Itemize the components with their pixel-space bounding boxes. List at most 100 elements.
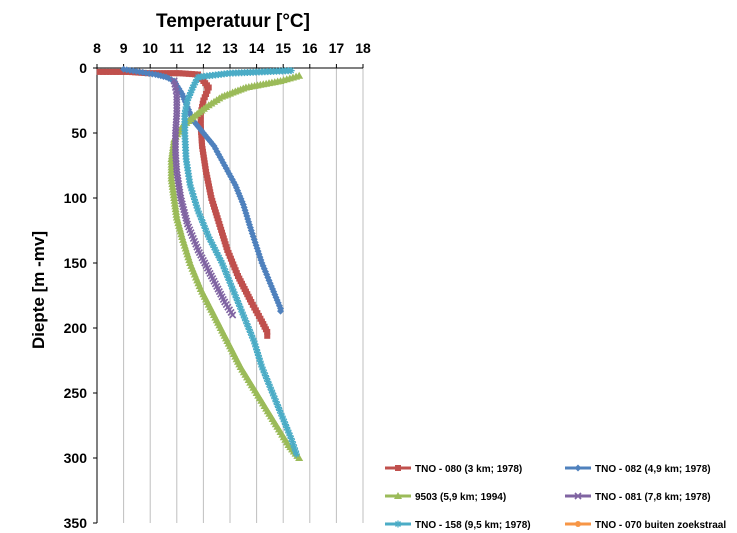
series-4-point-110 — [232, 294, 240, 302]
legend-swatch-marker-5 — [575, 521, 581, 527]
series-4-point-113 — [236, 302, 244, 310]
series-0-point-1 — [99, 68, 106, 75]
series-4-point-138 — [263, 375, 271, 383]
series-4-point-141 — [266, 383, 274, 391]
series-4-point-82 — [198, 216, 206, 224]
series-3-point-24 — [171, 146, 180, 154]
series-4-point-109 — [231, 291, 239, 299]
series-4-point-44 — [181, 106, 189, 114]
legend-swatch-marker-2 — [394, 492, 402, 499]
series-4-point-41 — [183, 97, 191, 104]
series-4-point-98 — [218, 259, 226, 267]
chart-title: Temperatuur [°C] — [156, 11, 310, 32]
series-4-point-100 — [220, 265, 228, 273]
series-0-point-122 — [264, 328, 271, 335]
series-4-point-108 — [230, 288, 238, 296]
series-4-point-161 — [289, 441, 297, 449]
series-2-point-168 — [295, 454, 304, 461]
series-3-point-5 — [173, 93, 181, 101]
series-4-point-157 — [285, 429, 293, 437]
legend-label-2: 9503 (5,9 km; 1994) — [415, 492, 506, 503]
series-4-point-94 — [213, 249, 221, 257]
series-3-point-10 — [173, 107, 181, 115]
series-0-point-40 — [201, 94, 208, 101]
x-tick-label-16: 16 — [302, 40, 318, 56]
series-4-point-38 — [187, 89, 195, 97]
series-0-point-7 — [119, 68, 126, 75]
series-4-point-145 — [271, 395, 279, 403]
series-4-point-129 — [253, 349, 261, 357]
series-3-point-20 — [171, 135, 180, 143]
series-0-point-25 — [176, 70, 183, 77]
series-3-point-7 — [173, 98, 181, 106]
series-4-point-111 — [233, 297, 241, 305]
series-0-point-3 — [106, 68, 113, 75]
series-4-point-150 — [277, 409, 285, 417]
series-4-point-43 — [182, 103, 190, 111]
y-tick-label-250: 250 — [64, 385, 88, 401]
series-4-point-78 — [193, 204, 201, 212]
series-4-point-156 — [284, 426, 292, 434]
series-3-point-8 — [173, 101, 181, 109]
series-3-point-4 — [173, 90, 181, 98]
series-3-point-19 — [171, 132, 180, 140]
series-4-point-158 — [286, 432, 294, 440]
series-3-point-23 — [171, 143, 180, 151]
series-4-point-96 — [215, 254, 223, 262]
x-tick-label-18: 18 — [355, 40, 371, 56]
series-layer — [96, 65, 304, 461]
series-4-point-120 — [244, 323, 252, 331]
series-4-point-93 — [211, 246, 219, 254]
x-tick-label-10: 10 — [142, 40, 158, 56]
series-0-point-2 — [103, 68, 110, 75]
series-4-point-105 — [226, 279, 234, 287]
series-3-point-6 — [173, 96, 181, 104]
series-4-point-146 — [272, 398, 280, 406]
y-axis-label: Diepte [m -mv] — [29, 231, 48, 349]
y-tick-labels: 0 50 100 150 200 250 300 350 — [64, 60, 88, 531]
series-0-point-39 — [203, 91, 210, 97]
series-4-point-77 — [192, 201, 200, 209]
series-4-point-117 — [240, 314, 248, 322]
legend-label-3: TNO - 081 (7,8 km; 1978) — [595, 492, 711, 503]
series-4-point-88 — [205, 233, 213, 241]
x-tick-labels: 8 9 10 11 12 13 14 15 16 17 18 — [93, 40, 371, 56]
series-0-point-5 — [113, 68, 120, 75]
series-4-point-102 — [223, 271, 231, 279]
series-4 — [181, 67, 300, 458]
series-4-point-149 — [276, 406, 284, 414]
series-0-point-37 — [205, 84, 212, 91]
series-4-point-91 — [209, 241, 217, 249]
y-tick-label-100: 100 — [64, 190, 88, 206]
series-4-point-112 — [235, 299, 243, 307]
series-4-point-74 — [190, 193, 198, 201]
legend-label-4: TNO - 158 (9,5 km; 1978) — [415, 520, 531, 531]
series-2 — [167, 71, 304, 461]
series-0-point-6 — [116, 68, 123, 75]
series-4-point-148 — [274, 403, 282, 411]
series-4-point-126 — [251, 340, 259, 348]
series-0-point-21 — [163, 70, 170, 77]
series-4-point-76 — [191, 198, 199, 206]
series-4-point-115 — [238, 308, 246, 316]
series-4-point-33 — [193, 76, 201, 84]
series-4-point-154 — [281, 421, 289, 429]
series-4-point-70 — [186, 181, 194, 189]
x-tick-label-13: 13 — [222, 40, 238, 56]
series-4-point-160 — [288, 438, 296, 446]
series-4-point-101 — [222, 268, 230, 276]
series-4-point-79 — [194, 207, 202, 215]
series-4-point-122 — [246, 328, 254, 336]
series-3 — [170, 77, 237, 319]
series-4-point-106 — [227, 282, 235, 290]
series-4-point-127 — [252, 343, 260, 351]
series-0-point-123 — [264, 332, 271, 339]
series-4-point-72 — [188, 187, 196, 195]
legend-item-2: 9503 (5,9 km; 1994) — [385, 492, 506, 503]
legend-item-0: TNO - 080 (3 km; 1978) — [385, 464, 522, 475]
series-4-point-39 — [186, 91, 194, 99]
series-4-point-36 — [189, 84, 197, 91]
series-4-point-139 — [264, 377, 272, 385]
legend-item-5: TNO - 070 buiten zoekstraal — [565, 520, 726, 531]
legend-item-3: TNO - 081 (7,8 km; 1978) — [565, 492, 711, 503]
